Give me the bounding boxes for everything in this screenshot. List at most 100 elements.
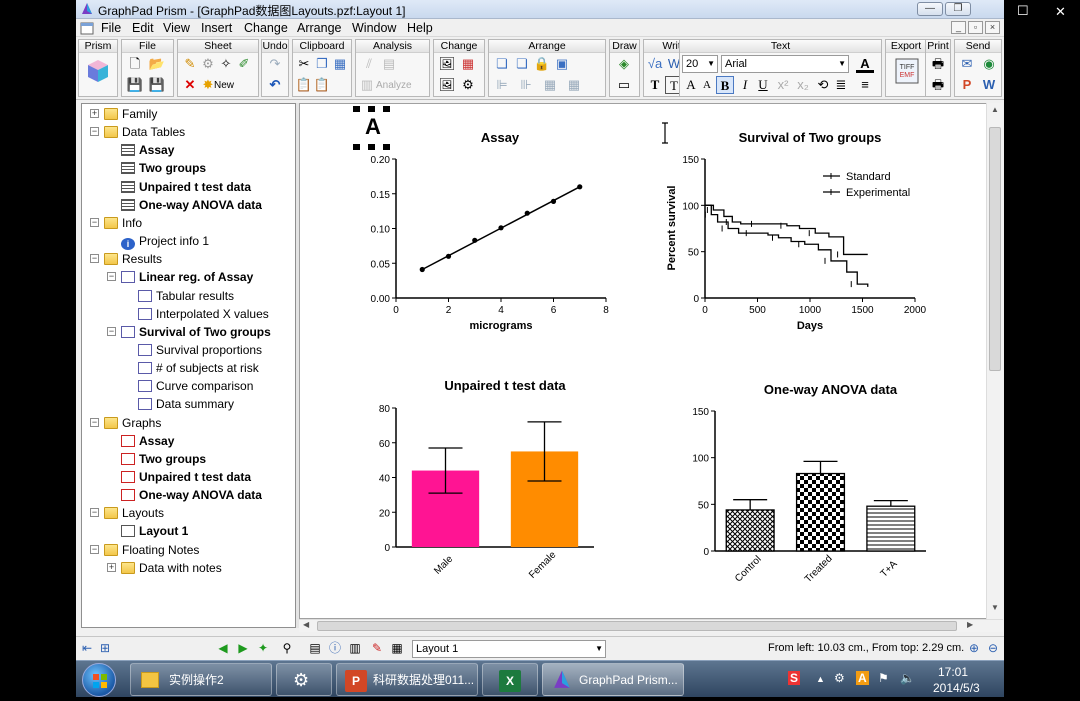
- scroll-left-arrow[interactable]: ◀: [303, 620, 310, 629]
- wand-icon[interactable]: ✧: [220, 56, 232, 71]
- prism-cube-icon[interactable]: [84, 57, 112, 85]
- copy-icon[interactable]: ❐: [316, 56, 328, 71]
- tree-expander[interactable]: −: [90, 543, 99, 554]
- clock-date[interactable]: 2014/5/3: [933, 681, 980, 695]
- delete-icon[interactable]: ✕: [184, 77, 196, 92]
- menu-view[interactable]: View: [163, 21, 190, 35]
- taskbar-powerpoint[interactable]: P 科研数据处理011...: [336, 663, 478, 696]
- undo-icon[interactable]: ↶: [269, 77, 281, 92]
- tree-expander[interactable]: +: [107, 561, 116, 572]
- layout-icon[interactable]: ▦: [391, 641, 403, 655]
- navigator-item[interactable]: # of subjects at risk: [138, 359, 259, 377]
- navigator-item[interactable]: Interpolated X values: [138, 305, 269, 323]
- outer-maximize-button[interactable]: ☐: [1017, 3, 1029, 18]
- menu-change[interactable]: Change: [244, 21, 288, 35]
- outer-close-button[interactable]: ✕: [1055, 4, 1066, 19]
- shrink-font-icon[interactable]: A: [703, 79, 711, 91]
- scroll-up-arrow[interactable]: ▲: [991, 105, 999, 114]
- change-graph-icon[interactable]: 🖼: [438, 56, 456, 71]
- go-sheet-icon[interactable]: ✦: [257, 641, 269, 655]
- grow-font-icon[interactable]: A: [686, 77, 696, 92]
- navigator-item[interactable]: Tabular results: [138, 287, 234, 305]
- tree-expander[interactable]: −: [90, 253, 99, 264]
- layout-canvas[interactable]: A Assay 0.00 0.05 0.10 0.15 0.20 0 2 4 6 8 microgram…: [299, 103, 991, 619]
- paste-special-icon[interactable]: ▦: [333, 56, 347, 71]
- graph-icon[interactable]: ✎: [371, 641, 383, 655]
- taskbar-prism[interactable]: GraphPad Prism...: [542, 663, 684, 696]
- bold-icon[interactable]: B: [716, 76, 734, 94]
- scroll-right-arrow[interactable]: ▶: [967, 620, 974, 629]
- navigator-item[interactable]: One-way ANOVA data: [121, 196, 262, 214]
- navigator-item[interactable]: Two groups: [121, 159, 206, 177]
- navigator-item[interactable]: Data summary: [138, 395, 234, 413]
- change-color-icon[interactable]: ▦: [461, 56, 475, 71]
- open-file-icon[interactable]: 📂: [148, 56, 166, 71]
- document-icon[interactable]: [80, 22, 94, 35]
- navigator-item[interactable]: Assay: [121, 141, 174, 159]
- navigator-item[interactable]: Layout 1: [121, 522, 188, 540]
- tray-sogou-icon[interactable]: S: [788, 671, 801, 685]
- sheet-new-label[interactable]: New: [214, 80, 235, 91]
- navigator-item[interactable]: Data Tables: [104, 123, 185, 141]
- clock-time[interactable]: 17:01: [938, 665, 969, 679]
- minimize-button[interactable]: —: [917, 2, 943, 16]
- analysis-table-icon[interactable]: ▤: [382, 56, 396, 71]
- menu-edit[interactable]: Edit: [132, 21, 154, 35]
- navigator-item[interactable]: Family: [104, 105, 157, 123]
- tree-expander[interactable]: −: [90, 416, 99, 427]
- tray-ime-icon[interactable]: A: [856, 671, 869, 685]
- send-web-icon[interactable]: ◉: [983, 56, 995, 71]
- save-icon[interactable]: 💾: [126, 77, 144, 92]
- paragraph-icon[interactable]: ≡: [861, 77, 869, 92]
- menu-window[interactable]: Window: [352, 21, 397, 35]
- tree-expander[interactable]: +: [90, 108, 99, 118]
- navigator-item[interactable]: Survival proportions: [138, 341, 262, 359]
- pane-splitter[interactable]: [296, 103, 299, 628]
- print-preview-icon[interactable]: 🖶: [931, 77, 945, 92]
- pin-icon[interactable]: ✐: [238, 56, 250, 71]
- send-email-icon[interactable]: ✉: [961, 56, 973, 71]
- next-sheet-arrow[interactable]: ▶: [238, 641, 248, 655]
- lock-icon[interactable]: 🔒: [533, 56, 551, 71]
- word-icon[interactable]: W: [667, 56, 681, 71]
- align-icon[interactable]: ⊫: [496, 77, 508, 92]
- results-icon[interactable]: ▥: [349, 641, 361, 655]
- pencil-icon[interactable]: ✎: [184, 56, 196, 71]
- redo-icon[interactable]: ↷: [269, 56, 281, 71]
- mdi-minimize-button[interactable]: _: [951, 21, 966, 34]
- text-tool-icon[interactable]: T: [650, 77, 660, 92]
- menu-insert[interactable]: Insert: [201, 21, 233, 35]
- hscroll-thumb[interactable]: [317, 621, 957, 631]
- equation-icon[interactable]: √a: [647, 56, 663, 71]
- scroll-down-arrow[interactable]: ▼: [991, 603, 999, 612]
- zoom-out-icon[interactable]: ⊖: [987, 641, 999, 655]
- navigator-item[interactable]: Info: [104, 214, 142, 232]
- text-rotate-icon[interactable]: ⟲: [817, 77, 829, 92]
- cut-icon[interactable]: ✂: [298, 56, 310, 71]
- tree-expander[interactable]: −: [107, 325, 116, 336]
- tree-expander[interactable]: −: [90, 126, 99, 137]
- change-format-icon[interactable]: 🖼: [438, 77, 456, 92]
- prev-sheet-arrow[interactable]: ◀: [218, 641, 228, 655]
- taskbar-tool[interactable]: ⚙: [276, 663, 332, 696]
- link-icon[interactable]: ⚲: [282, 641, 292, 655]
- data-table-icon[interactable]: ▤: [309, 641, 321, 655]
- align-text-icon[interactable]: ≣: [835, 77, 847, 92]
- navigator-item[interactable]: One-way ANOVA data: [121, 486, 262, 504]
- font-size-select[interactable]: 20 ▼: [682, 55, 718, 73]
- new-star-icon[interactable]: ✸: [202, 77, 214, 92]
- send-word-icon[interactable]: W: [982, 77, 996, 92]
- start-button[interactable]: [82, 663, 116, 697]
- sheet-select[interactable]: Layout 1 ▼: [412, 640, 606, 658]
- info-icon[interactable]: ⓘ: [328, 641, 341, 655]
- toggle-navigator-icon[interactable]: ⇤: [81, 641, 93, 655]
- navigator-item[interactable]: Floating Notes: [104, 541, 199, 559]
- group-icon[interactable]: ▣: [555, 56, 569, 71]
- paste-link-icon[interactable]: 📋: [313, 77, 331, 92]
- superscript-icon[interactable]: x²: [777, 77, 789, 92]
- navigator-item[interactable]: i Project info 1: [121, 232, 209, 251]
- distribute-icon[interactable]: ⊪: [520, 77, 532, 92]
- navigator-item[interactable]: Unpaired t test data: [121, 468, 251, 486]
- navigator-item[interactable]: Two groups: [121, 450, 206, 468]
